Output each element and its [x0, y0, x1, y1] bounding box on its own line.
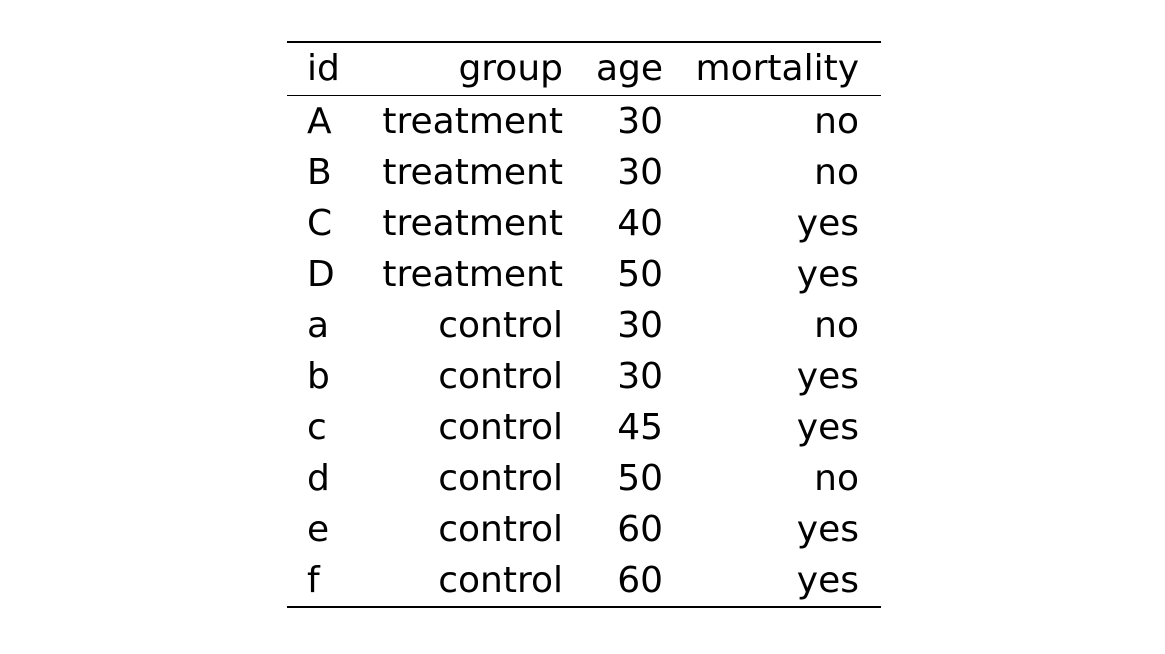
cell-group: control — [438, 457, 563, 499]
table-body: A treatment 30 no B treatment 30 no C tr… — [287, 96, 881, 607]
cell-id: a — [307, 304, 330, 346]
cell-group: treatment — [382, 202, 563, 244]
table-row: A treatment 30 no — [287, 96, 881, 148]
cell-group: treatment — [382, 100, 563, 142]
cell-id: D — [307, 253, 335, 295]
cell-mortality: yes — [796, 253, 859, 295]
cell-group: treatment — [382, 253, 563, 295]
cell-id: C — [307, 202, 333, 244]
table-row: C treatment 40 yes — [287, 198, 881, 249]
cell-mortality: yes — [796, 355, 859, 397]
cell-id: b — [307, 355, 330, 397]
cell-age: 50 — [617, 253, 663, 295]
cell-id: B — [307, 151, 332, 193]
cell-mortality: yes — [796, 202, 859, 244]
cell-id: f — [307, 559, 320, 601]
cell-mortality: yes — [796, 508, 859, 550]
table-row: B treatment 30 no — [287, 147, 881, 198]
header-mortality: mortality — [695, 48, 860, 89]
cell-group: control — [438, 508, 563, 550]
cell-age: 30 — [617, 304, 663, 346]
header-id: id — [307, 48, 340, 89]
table-row: a control 30 no — [287, 300, 881, 351]
cell-age: 45 — [617, 406, 663, 448]
cell-mortality: no — [814, 457, 859, 499]
cell-age: 50 — [617, 457, 663, 499]
cell-mortality: no — [814, 100, 859, 142]
cell-id: c — [307, 406, 327, 448]
table-row: f control 60 yes — [287, 555, 881, 607]
cell-mortality: yes — [796, 406, 859, 448]
table-row: e control 60 yes — [287, 504, 881, 555]
cell-group: treatment — [382, 151, 563, 193]
cell-group: control — [438, 406, 563, 448]
cell-age: 30 — [617, 355, 663, 397]
cell-mortality: no — [814, 304, 859, 346]
cell-group: control — [438, 355, 563, 397]
data-table: id group age mortality A treatment 30 no… — [287, 41, 881, 608]
cell-group: control — [438, 304, 563, 346]
header-row: id group age mortality — [287, 42, 881, 96]
table-row: d control 50 no — [287, 453, 881, 504]
cell-age: 60 — [617, 508, 663, 550]
header-group: group — [458, 48, 563, 89]
cell-id: d — [307, 457, 330, 499]
table-header: id group age mortality — [287, 42, 881, 96]
cell-age: 60 — [617, 559, 663, 601]
cell-age: 30 — [617, 151, 663, 193]
cell-mortality: no — [814, 151, 859, 193]
cell-id: A — [307, 100, 332, 142]
table-row: b control 30 yes — [287, 351, 881, 402]
cell-age: 40 — [617, 202, 663, 244]
table-row: D treatment 50 yes — [287, 249, 881, 300]
cell-id: e — [307, 508, 330, 550]
table-row: c control 45 yes — [287, 402, 881, 453]
cell-mortality: yes — [796, 559, 859, 601]
header-age: age — [595, 48, 663, 89]
cell-group: control — [438, 559, 563, 601]
cell-age: 30 — [617, 100, 663, 142]
